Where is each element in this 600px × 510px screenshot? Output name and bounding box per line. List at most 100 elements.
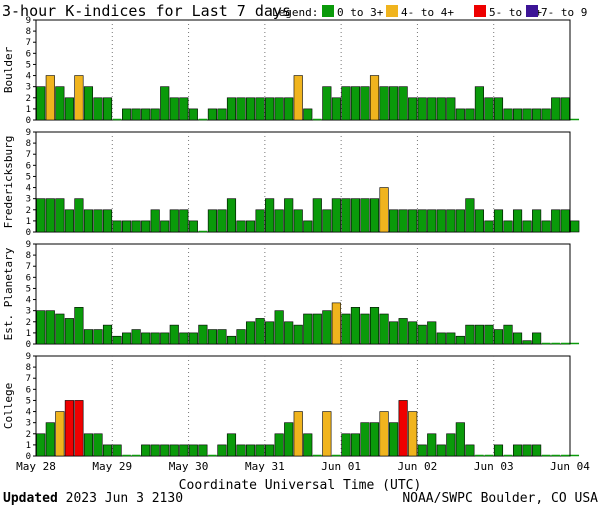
k-index-bar bbox=[551, 97, 561, 121]
k-index-bar bbox=[484, 97, 494, 121]
y-tick-label: 6 bbox=[26, 161, 31, 171]
y-tick-label: 0 bbox=[26, 340, 31, 350]
k-index-bar bbox=[465, 108, 475, 121]
k-index-bar bbox=[503, 220, 513, 233]
k-index-bar bbox=[455, 209, 465, 233]
k-index-bar bbox=[331, 97, 341, 121]
k-index-bar bbox=[236, 444, 246, 457]
k-index-bar bbox=[74, 75, 84, 121]
k-index-bar bbox=[522, 444, 532, 457]
k-index-bar bbox=[179, 97, 189, 121]
k-index-bar bbox=[83, 86, 94, 121]
y-tick-label: 1 bbox=[26, 105, 31, 115]
k-index-bar bbox=[522, 108, 532, 121]
y-tick-label: 9 bbox=[26, 240, 31, 250]
k-index-bar bbox=[389, 321, 399, 345]
k-index-bar bbox=[417, 444, 427, 457]
k-index-bar bbox=[207, 209, 217, 233]
k-index-bar bbox=[293, 324, 303, 345]
k-index-bar bbox=[360, 86, 370, 121]
k-index-bar bbox=[179, 209, 189, 233]
k-index-bar bbox=[150, 108, 160, 121]
k-index-bar bbox=[169, 209, 179, 233]
k-index-bar bbox=[512, 444, 523, 457]
y-tick-label: 4 bbox=[26, 184, 31, 194]
x-tick-label: Jun 03 bbox=[474, 460, 514, 473]
y-tick-label: 4 bbox=[26, 296, 31, 306]
k-index-bar bbox=[102, 444, 113, 457]
k-index-bar bbox=[532, 332, 542, 345]
k-index-bar bbox=[169, 324, 179, 345]
k-index-bar bbox=[131, 220, 141, 233]
y-tick-label: 2 bbox=[26, 318, 31, 328]
panel-frame bbox=[35, 355, 571, 457]
k-index-bar bbox=[102, 209, 113, 233]
k-index-bar bbox=[265, 97, 275, 121]
k-index-bar bbox=[379, 86, 389, 121]
k-index-bar bbox=[198, 324, 208, 345]
k-index-bar bbox=[541, 108, 551, 121]
k-index-bar bbox=[532, 209, 542, 233]
k-index-bar bbox=[427, 97, 437, 121]
k-index-bar bbox=[160, 86, 170, 121]
y-tick-label: 2 bbox=[26, 94, 31, 104]
chart-panels: 0123456789Boulder0123456789Fredericksbur… bbox=[2, 16, 580, 462]
k-index-bar bbox=[207, 108, 217, 121]
legend-swatch-1 bbox=[322, 5, 334, 17]
k-index-bar bbox=[217, 108, 227, 121]
k-index-bar bbox=[255, 318, 265, 345]
k-index-bar bbox=[360, 313, 370, 345]
y-tick-label: 5 bbox=[26, 396, 31, 406]
k-index-bar bbox=[303, 313, 313, 345]
k-index-bar bbox=[389, 422, 399, 457]
k-index-bar bbox=[284, 422, 294, 457]
k-index-bar bbox=[179, 332, 189, 345]
k-index-bar bbox=[255, 444, 265, 457]
k-index-bar bbox=[322, 209, 332, 233]
k-index-bar bbox=[369, 422, 380, 457]
k-index-bar bbox=[551, 209, 561, 233]
x-tick-label: May 31 bbox=[245, 460, 285, 473]
y-tick-label: 1 bbox=[26, 217, 31, 227]
y-tick-label: 8 bbox=[26, 139, 31, 149]
k-index-bar bbox=[188, 332, 198, 345]
k-index-bar bbox=[379, 313, 389, 345]
legend-swatch-4 bbox=[526, 5, 538, 17]
k-index-bar bbox=[160, 444, 170, 457]
k-index-bar bbox=[284, 97, 294, 121]
k-index-bar bbox=[122, 108, 132, 121]
k-index-bar bbox=[360, 198, 370, 233]
k-index-bar bbox=[474, 324, 484, 345]
k-index-bar bbox=[493, 97, 504, 121]
y-tick-label: 3 bbox=[26, 419, 31, 429]
k-index-bar bbox=[74, 307, 84, 345]
k-index-bar bbox=[64, 400, 74, 457]
y-tick-label: 3 bbox=[26, 307, 31, 317]
panel-ylabel: College bbox=[2, 383, 15, 429]
k-index-bar bbox=[303, 433, 313, 457]
k-index-bar bbox=[484, 220, 494, 233]
y-tick-label: 4 bbox=[26, 72, 31, 82]
k-index-bar bbox=[436, 97, 446, 121]
updated-label: Updated bbox=[3, 491, 58, 506]
k-index-bar bbox=[274, 97, 284, 121]
k-index-bar bbox=[303, 220, 313, 233]
k-index-bar bbox=[465, 198, 475, 233]
k-index-bar bbox=[274, 310, 284, 345]
k-index-bar bbox=[465, 444, 475, 457]
k-index-bar bbox=[83, 329, 94, 345]
y-tick-label: 0 bbox=[26, 452, 31, 462]
chart-title: 3-hour K-indices for Last 7 days bbox=[2, 2, 291, 20]
k-index-bar bbox=[350, 198, 361, 233]
k-index-bar bbox=[322, 411, 332, 457]
k-index-bar bbox=[503, 108, 513, 121]
k-index-bar bbox=[141, 444, 151, 457]
y-tick-label: 2 bbox=[26, 430, 31, 440]
k-index-bar bbox=[322, 310, 332, 345]
k-index-bar bbox=[36, 198, 46, 233]
k-index-bar bbox=[427, 433, 437, 457]
k-index-bar bbox=[322, 86, 332, 121]
k-index-bar bbox=[188, 108, 198, 121]
k-index-bar bbox=[465, 324, 475, 345]
